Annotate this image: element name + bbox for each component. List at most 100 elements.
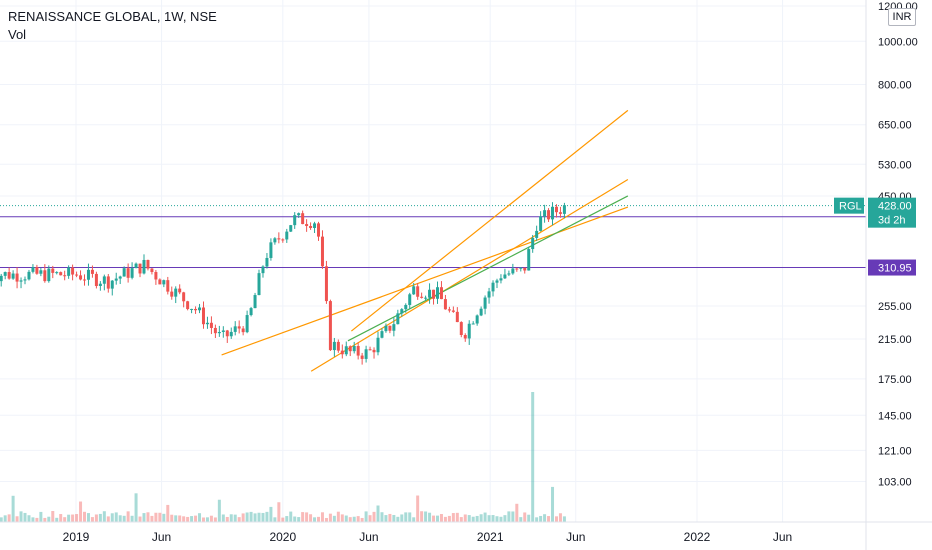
- volume-bar: [320, 512, 324, 522]
- trend-channel-line[interactable]: [350, 109, 629, 332]
- volume-bar: [146, 512, 150, 522]
- trend-channel-line[interactable]: [347, 195, 629, 342]
- volume-bar: [467, 515, 471, 522]
- candle-body: [3, 272, 7, 276]
- volume-bar: [3, 515, 7, 522]
- candle-body: [348, 346, 352, 352]
- volume-indicator-label[interactable]: Vol: [8, 27, 27, 42]
- horizontal-levels[interactable]: [0, 205, 866, 269]
- volume-bar: [285, 516, 289, 522]
- candle-body: [317, 223, 321, 237]
- volume-bar: [396, 516, 400, 522]
- symbol-badge[interactable]: [834, 197, 864, 214]
- candle-body: [451, 310, 455, 312]
- volume-bar: [19, 511, 23, 522]
- candle-body: [265, 257, 269, 267]
- candlesticks: [0, 202, 566, 365]
- volume-bar: [328, 513, 332, 522]
- level-price-badge[interactable]: [868, 259, 916, 276]
- candle-body: [75, 274, 79, 276]
- volume-bar: [7, 514, 11, 522]
- candle-body: [201, 307, 205, 325]
- candle-body: [388, 325, 392, 331]
- trend-channels[interactable]: [221, 109, 629, 372]
- candle-body: [237, 326, 241, 329]
- candle-body: [233, 326, 237, 332]
- candle-body: [122, 268, 126, 277]
- volume-bar: [205, 517, 209, 522]
- candle-body: [416, 286, 420, 297]
- volume-bar: [535, 517, 539, 522]
- volume-bar: [384, 515, 388, 522]
- candle-body: [491, 282, 495, 292]
- volume-bar: [138, 516, 142, 522]
- volume-bar: [221, 514, 225, 522]
- candle-body: [372, 349, 376, 353]
- volume-bar: [420, 511, 424, 522]
- volume-bar: [519, 517, 523, 522]
- candle-body: [459, 322, 463, 336]
- candle-body: [531, 237, 535, 250]
- trend-channel-line[interactable]: [310, 178, 629, 372]
- volume-bar: [317, 516, 321, 522]
- volume-bar: [531, 392, 535, 522]
- volume-bar: [63, 517, 67, 522]
- volume-bar: [249, 511, 253, 522]
- volume-bar: [432, 515, 436, 522]
- volume-bar: [166, 504, 170, 522]
- time-tick-label: Jun: [152, 530, 171, 544]
- candle-body: [51, 268, 55, 273]
- volume-bar: [344, 515, 348, 522]
- candle-body: [245, 315, 249, 333]
- volume-bar: [190, 516, 194, 522]
- volume-bar: [558, 513, 562, 522]
- volume-bar: [562, 516, 566, 522]
- candle-body: [301, 213, 305, 225]
- candle-body: [106, 276, 110, 289]
- candle-body: [535, 230, 539, 238]
- volume-bar: [253, 513, 257, 522]
- price-axis[interactable]: 1200.001000.00800.00650.00530.00450.0025…: [834, 0, 918, 550]
- candle-body: [428, 289, 432, 298]
- candle-body: [225, 330, 229, 337]
- candle-body: [376, 337, 380, 353]
- candle-body: [67, 267, 71, 276]
- candle-body: [138, 263, 142, 274]
- volume-bar: [178, 515, 182, 522]
- volume-bar: [463, 514, 467, 522]
- volume-bar: [503, 515, 507, 522]
- trend-channel-line[interactable]: [221, 206, 629, 356]
- candle-body: [94, 273, 98, 287]
- volume-bar: [424, 511, 428, 522]
- time-tick-label: Jun: [359, 530, 378, 544]
- candle-body: [39, 270, 43, 274]
- candle-body: [380, 331, 384, 338]
- candle-body: [392, 324, 396, 331]
- volume-bar: [511, 511, 515, 522]
- candle-body: [511, 268, 515, 274]
- volume-bar: [277, 502, 281, 522]
- volume-bar: [551, 486, 555, 522]
- volume-bar: [102, 511, 106, 522]
- volume-bar: [269, 506, 273, 522]
- last-price-badge[interactable]: [868, 197, 916, 228]
- volume-bar: [305, 512, 309, 522]
- candle-body: [0, 275, 3, 282]
- currency-badge[interactable]: INR: [888, 8, 916, 26]
- candle-body: [217, 332, 221, 334]
- volume-bar: [90, 517, 94, 522]
- candle-body: [483, 297, 487, 309]
- volume-bar: [51, 511, 55, 522]
- candle-body: [285, 231, 289, 240]
- volume-bar: [435, 515, 439, 522]
- candle-body: [503, 274, 507, 279]
- time-axis[interactable]: 2019 Jun 2020 Jun 2021 Jun 2022 Jun: [0, 521, 932, 544]
- volume-bar: [372, 511, 376, 522]
- volume-bar: [324, 517, 328, 522]
- candle-body: [134, 263, 138, 269]
- candle-body: [336, 341, 340, 351]
- candle-body: [443, 299, 447, 310]
- volume-bar: [186, 516, 190, 522]
- price-tick-label: 215.00: [878, 334, 912, 346]
